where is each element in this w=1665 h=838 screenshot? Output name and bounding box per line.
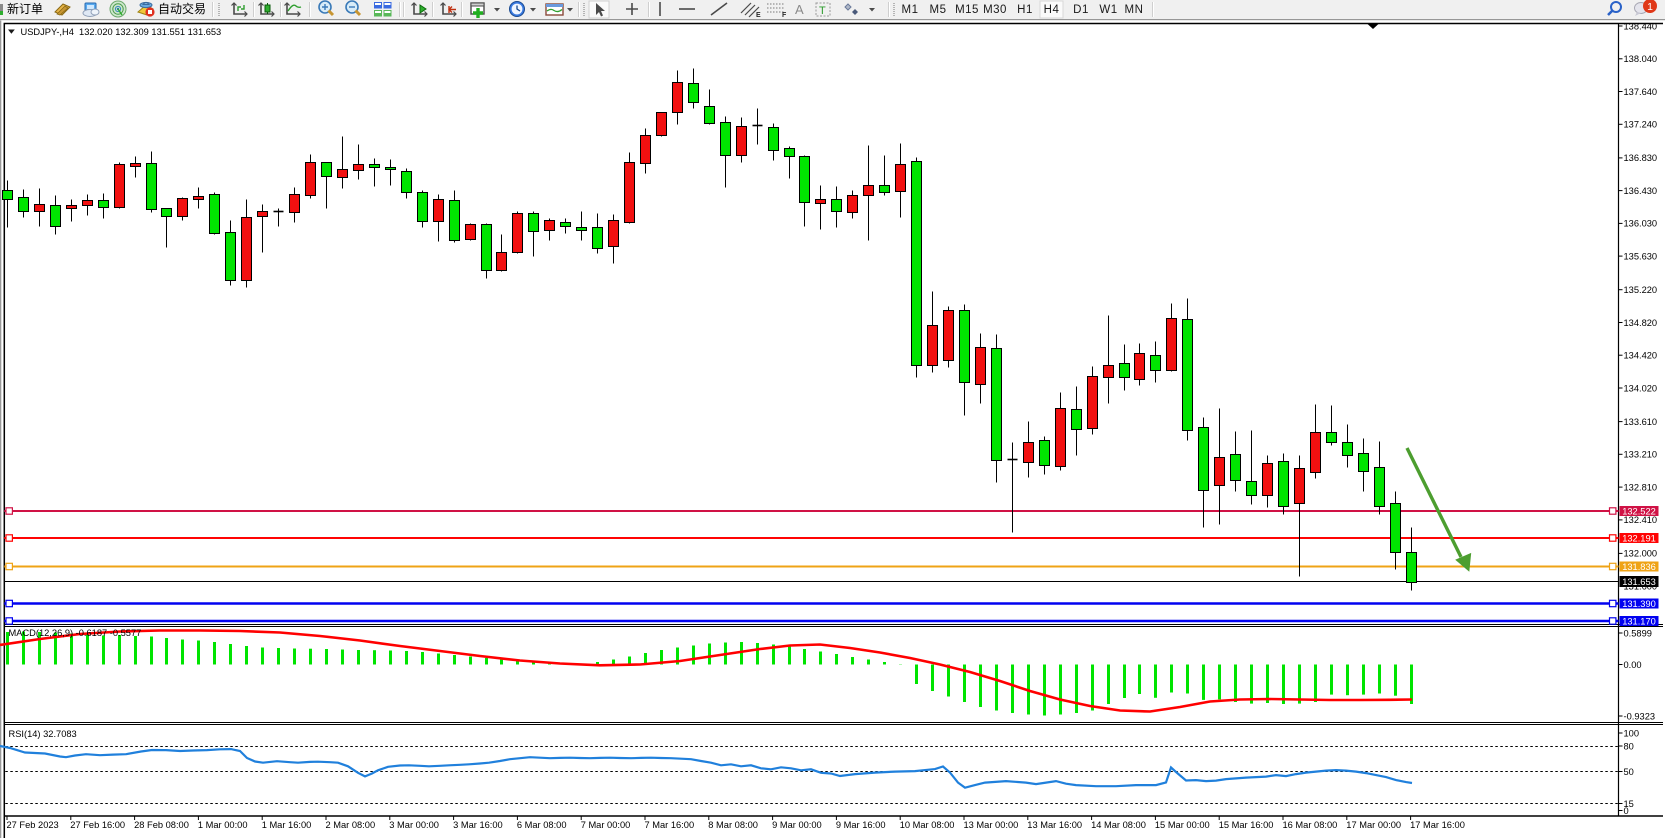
svg-text:131.170: 131.170: [1622, 616, 1656, 626]
svg-text:137.640: 137.640: [1624, 87, 1658, 97]
svg-text:1 Mar 16:00: 1 Mar 16:00: [262, 820, 312, 830]
svg-text:13 Mar 16:00: 13 Mar 16:00: [1027, 820, 1082, 830]
svg-text:H1: H1: [1017, 4, 1033, 16]
svg-text:50: 50: [1624, 767, 1634, 777]
svg-text:134.820: 134.820: [1624, 318, 1658, 328]
svg-text:133.210: 133.210: [1624, 450, 1658, 460]
svg-text:135.220: 135.220: [1624, 285, 1658, 295]
svg-text:15 Mar 16:00: 15 Mar 16:00: [1219, 820, 1274, 830]
svg-text:9 Mar 16:00: 9 Mar 16:00: [836, 820, 886, 830]
svg-text:1 Mar 00:00: 1 Mar 00:00: [198, 820, 248, 830]
svg-text:MN: MN: [1125, 4, 1144, 16]
svg-text:自动交易: 自动交易: [158, 1, 206, 16]
svg-text:1: 1: [1647, 1, 1653, 13]
svg-text:100: 100: [1624, 728, 1640, 738]
svg-text:USDJPY-,H4 132.020 132.309 13: USDJPY-,H4 132.020 132.309 131.551 131.6…: [21, 27, 222, 37]
svg-text:16 Mar 08:00: 16 Mar 08:00: [1283, 820, 1338, 830]
svg-text:137.240: 137.240: [1624, 120, 1658, 130]
svg-text:M30: M30: [983, 4, 1007, 16]
svg-text:F: F: [782, 12, 787, 19]
svg-text:27 Feb 2023: 27 Feb 2023: [7, 820, 59, 830]
svg-text:138.040: 138.040: [1624, 54, 1658, 64]
svg-text:131.653: 131.653: [1622, 577, 1656, 587]
svg-text:M1: M1: [902, 4, 919, 16]
svg-text:134.420: 134.420: [1624, 351, 1658, 361]
svg-text:132.810: 132.810: [1624, 482, 1658, 492]
svg-text:0: 0: [1624, 806, 1629, 816]
svg-text:131.836: 131.836: [1622, 562, 1656, 572]
svg-text:10 Mar 08:00: 10 Mar 08:00: [900, 820, 955, 830]
svg-text:133.610: 133.610: [1624, 417, 1658, 427]
svg-text:0.5899: 0.5899: [1624, 628, 1652, 638]
svg-text:27 Feb 16:00: 27 Feb 16:00: [70, 820, 125, 830]
svg-text:14 Mar 08:00: 14 Mar 08:00: [1091, 820, 1146, 830]
svg-text:8 Mar 08:00: 8 Mar 08:00: [708, 820, 758, 830]
svg-text:0.00: 0.00: [1624, 660, 1642, 670]
svg-text:15: 15: [1624, 799, 1634, 809]
svg-text:80: 80: [1624, 741, 1634, 751]
svg-text:17 Mar 00:00: 17 Mar 00:00: [1346, 820, 1401, 830]
svg-text:136.830: 136.830: [1624, 153, 1658, 163]
svg-text:W1: W1: [1099, 4, 1117, 16]
svg-text:T: T: [819, 5, 826, 17]
svg-text:132.410: 132.410: [1624, 515, 1658, 525]
svg-text:7 Mar 16:00: 7 Mar 16:00: [645, 820, 695, 830]
svg-text:D1: D1: [1073, 4, 1089, 16]
svg-text:131.390: 131.390: [1622, 599, 1656, 609]
svg-text:M15: M15: [955, 4, 979, 16]
svg-text:-0.9323: -0.9323: [1624, 711, 1656, 721]
svg-text:新订单: 新订单: [7, 1, 43, 16]
svg-text:15 Mar 00:00: 15 Mar 00:00: [1155, 820, 1210, 830]
svg-text:136.430: 136.430: [1624, 186, 1658, 196]
svg-text:A: A: [795, 2, 804, 17]
svg-text:132.000: 132.000: [1624, 549, 1658, 559]
svg-text:136.030: 136.030: [1624, 219, 1658, 229]
svg-text:M5: M5: [930, 4, 947, 16]
svg-text:H4: H4: [1044, 4, 1060, 16]
svg-text:17 Mar 16:00: 17 Mar 16:00: [1410, 820, 1465, 830]
svg-text:6 Mar 08:00: 6 Mar 08:00: [517, 820, 567, 830]
svg-text:MACD(12,26,9) -0.6187 -0.5577: MACD(12,26,9) -0.6187 -0.5577: [9, 628, 142, 638]
svg-text:E: E: [756, 12, 761, 19]
svg-text:132.191: 132.191: [1622, 533, 1656, 543]
svg-text:3 Mar 16:00: 3 Mar 16:00: [453, 820, 503, 830]
svg-text:2 Mar 08:00: 2 Mar 08:00: [326, 820, 376, 830]
svg-text:9 Mar 00:00: 9 Mar 00:00: [772, 820, 822, 830]
svg-text:RSI(14) 32.7083: RSI(14) 32.7083: [9, 729, 77, 739]
svg-text:134.020: 134.020: [1624, 383, 1658, 393]
svg-text:28 Feb 08:00: 28 Feb 08:00: [134, 820, 189, 830]
svg-text:132.522: 132.522: [1622, 506, 1656, 516]
svg-text:138.440: 138.440: [1624, 21, 1658, 31]
svg-text:3 Mar 00:00: 3 Mar 00:00: [389, 820, 439, 830]
svg-text:7 Mar 00:00: 7 Mar 00:00: [581, 820, 631, 830]
svg-text:135.630: 135.630: [1624, 251, 1658, 261]
svg-text:13 Mar 00:00: 13 Mar 00:00: [964, 820, 1019, 830]
